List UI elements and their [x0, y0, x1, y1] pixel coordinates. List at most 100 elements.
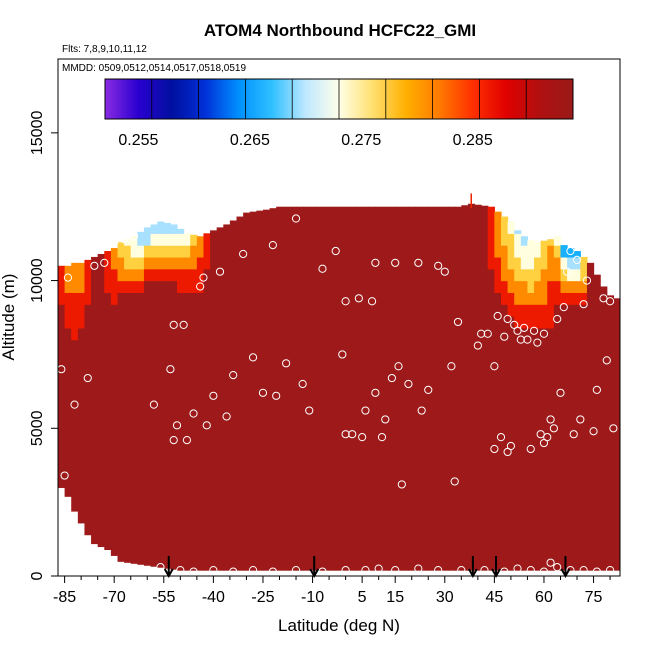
curtain-cell-1088 — [302, 221, 310, 234]
curtain-cell-1276 — [342, 268, 350, 282]
curtain-cell-469 — [170, 304, 178, 317]
curtain-cell-1352 — [362, 505, 370, 518]
curtain-cell-1733 — [441, 540, 449, 553]
curtain-cell-2369 — [580, 540, 588, 553]
curtain-cell-351 — [143, 280, 152, 293]
curtain-cell-1517 — [395, 446, 403, 459]
sample-point-31 — [282, 359, 291, 368]
curtain-cell-1605 — [415, 540, 423, 553]
curtain-cell-2370 — [580, 528, 588, 542]
curtain-cell-1900 — [474, 457, 482, 471]
curtain-cell-865 — [256, 233, 264, 246]
curtain-cell-1026 — [289, 206, 297, 211]
curtain-cell-1876 — [467, 363, 476, 376]
curtain-cell-1947 — [481, 280, 489, 293]
curtain-cell-1357 — [362, 446, 370, 459]
curtain-cell-2404 — [586, 446, 595, 459]
curtain-cell-1785 — [448, 304, 456, 317]
curtain-cell-2448 — [600, 552, 608, 565]
curtain-cell-2042 — [500, 280, 509, 293]
curtain-cell-1036 — [296, 457, 304, 471]
sample-point-109 — [229, 567, 238, 576]
curtain-cell-420 — [163, 528, 171, 542]
curtain-cell-557 — [190, 316, 198, 329]
curtain-cell-1137 — [315, 398, 324, 412]
sample-point-68 — [496, 433, 506, 442]
curtain-cell-685 — [223, 540, 231, 553]
curtain-cell-102 — [84, 339, 92, 353]
curtain-cell-1459 — [381, 375, 390, 388]
curtain-cell-1421 — [375, 446, 383, 459]
curtain-cell-419 — [163, 540, 171, 553]
curtain-cell-1121 — [309, 209, 317, 223]
sample-point-102 — [609, 424, 618, 433]
curtain-cell-2307 — [560, 280, 568, 293]
curtain-cell-434 — [163, 363, 171, 376]
curtain-cell-2110 — [520, 552, 529, 565]
curtain-cell-340 — [143, 410, 152, 423]
curtain-cell-2223 — [540, 245, 548, 258]
curtain-cell-1588 — [408, 363, 416, 376]
curtain-cell-219 — [117, 493, 125, 506]
sample-point-39 — [341, 430, 350, 439]
curtain-cell-1987 — [494, 564, 502, 571]
curtain-cell-1305 — [348, 304, 357, 317]
curtain-cell-2104 — [514, 268, 522, 282]
curtain-cell-2314 — [567, 528, 575, 542]
curtain-cell-2067 — [507, 351, 515, 364]
sample-point-50 — [391, 258, 400, 267]
curtain-cell-139 — [97, 493, 105, 506]
curtain-cell-1161 — [322, 493, 330, 506]
curtain-cell-773 — [236, 221, 244, 234]
curtain-cell-2245 — [547, 327, 555, 341]
curtain-cell-1700 — [434, 552, 443, 565]
curtain-cell-1392 — [368, 410, 376, 423]
curtain-cell-672 — [216, 339, 224, 353]
curtain-cell-439 — [163, 304, 171, 317]
curtain-cell-48 — [71, 422, 79, 435]
curtain-cell-2153 — [527, 386, 535, 400]
curtain-cell-583 — [196, 351, 205, 364]
curtain-cell-458 — [170, 434, 178, 447]
curtain-cell-393 — [157, 493, 165, 506]
curtain-cell-950 — [276, 339, 284, 353]
curtain-cell-1059 — [302, 564, 310, 571]
curtain-cell-1509 — [395, 540, 403, 553]
curtain-cell-318 — [137, 316, 145, 329]
sample-point-96 — [582, 276, 592, 285]
curtain-cell-1554 — [401, 386, 410, 400]
curtain-cell-1231 — [335, 422, 343, 435]
curtain-cell-336 — [143, 457, 152, 471]
curtain-cell-2024 — [500, 493, 509, 506]
curtain-cell-470 — [170, 292, 178, 305]
curtain-cell-1935 — [481, 422, 489, 435]
curtain-cell-1602 — [408, 206, 416, 211]
curtain-cell-532 — [183, 268, 191, 282]
curtain-cell-500 — [177, 292, 185, 305]
curtain-cell-861 — [256, 280, 264, 293]
curtain-cell-440 — [163, 292, 171, 305]
curtain-cell-2219 — [540, 292, 548, 305]
curtain-cell-1091 — [309, 564, 317, 571]
curtain-cell-73 — [77, 398, 86, 412]
curtain-cell-1882 — [467, 292, 476, 305]
curtain-cell-1349 — [362, 540, 370, 553]
curtain-cell-799 — [243, 280, 251, 293]
curtain-cell-1963 — [487, 469, 495, 483]
curtain-cell-1631 — [415, 233, 423, 246]
curtain-cell-288 — [130, 339, 138, 353]
curtain-cell-832 — [249, 256, 257, 270]
curtain-cell-1119 — [309, 233, 317, 246]
curtain-cell-2015 — [494, 233, 502, 246]
curtain-cell-1957 — [487, 540, 495, 553]
curtain-cell-1652 — [421, 363, 429, 376]
curtain-cell-751 — [236, 481, 244, 494]
curtain-cell-176 — [104, 363, 112, 376]
curtain-cell-827 — [249, 316, 257, 329]
curtain-cell-1601 — [408, 209, 416, 223]
curtain-cell-2517 — [613, 316, 620, 329]
curtain-cell-2349 — [573, 446, 581, 459]
curtain-cell-868 — [262, 564, 271, 571]
curtain-cell-2326 — [567, 386, 575, 400]
curtain-cell-1970 — [487, 386, 495, 400]
